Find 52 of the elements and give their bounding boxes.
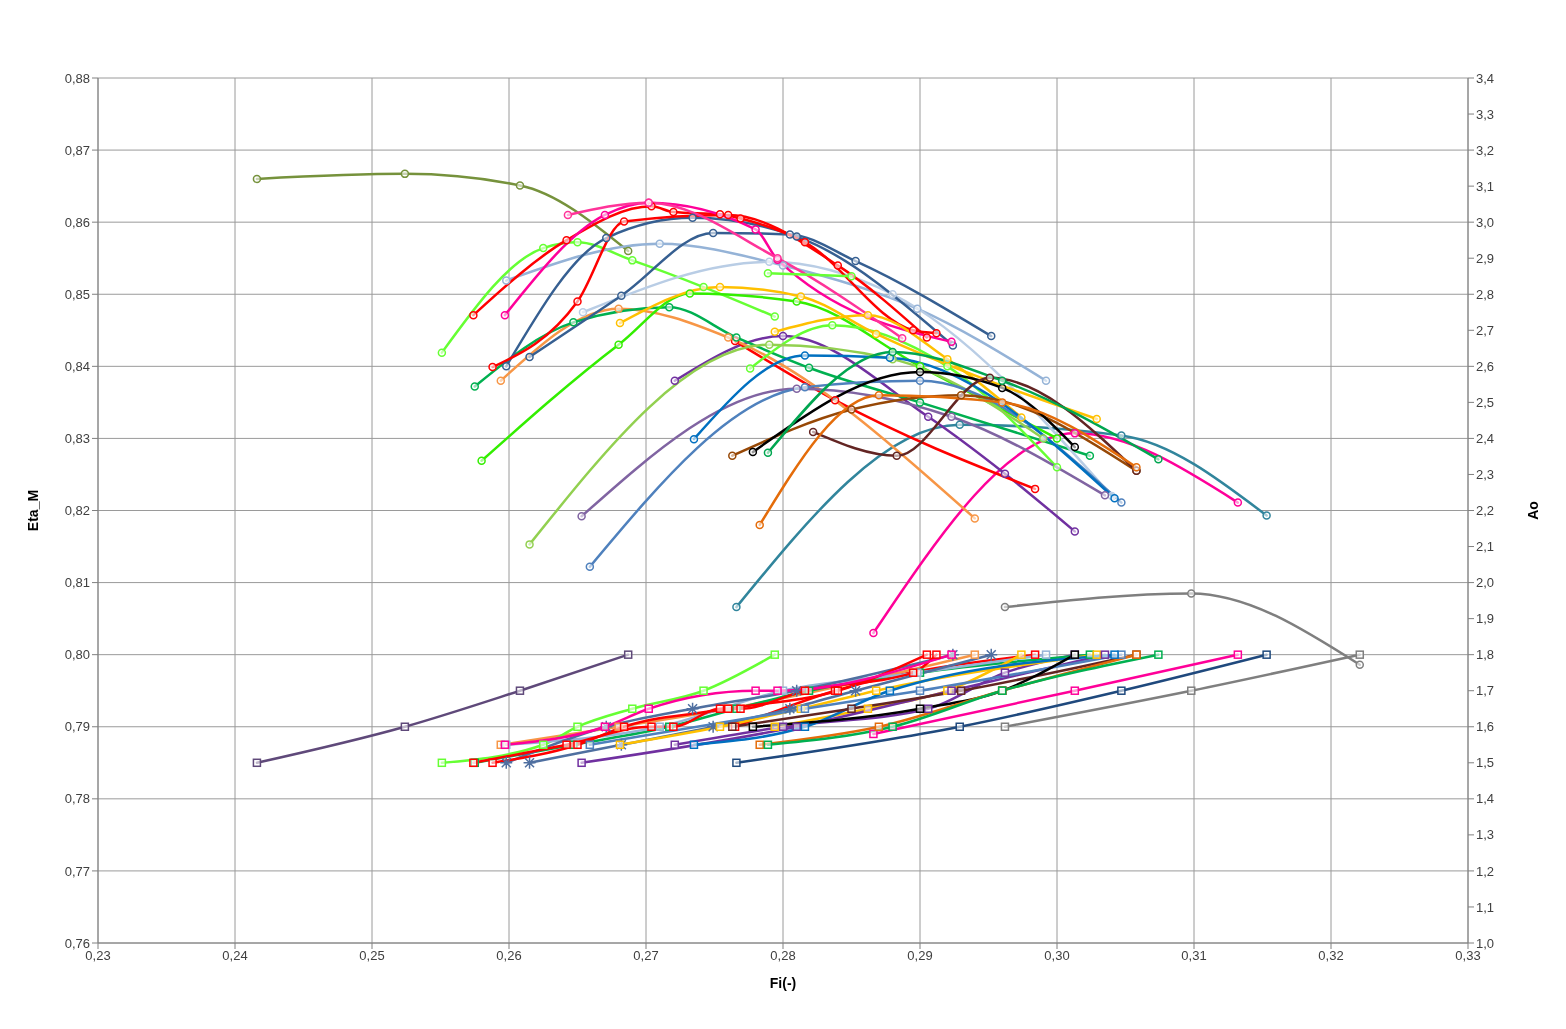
y2-tick-label: 1,2	[1476, 863, 1495, 879]
y2-tick-label: 2,6	[1476, 358, 1495, 374]
y-tick-label: 0,85	[64, 286, 90, 302]
y2-tick-label: 1,7	[1476, 683, 1495, 699]
y2-tick-label: 2,5	[1476, 394, 1495, 410]
y2-tick-label: 2,7	[1476, 322, 1495, 338]
x-tick-label: 0,30	[1044, 948, 1070, 964]
y2-tick-label: 2,8	[1476, 286, 1495, 302]
y2-tick-label: 3,2	[1476, 142, 1495, 158]
y2-tick-label: 3,0	[1476, 214, 1495, 230]
y2-tick-label: 3,3	[1476, 106, 1495, 122]
y-tick-label: 0,86	[64, 214, 90, 230]
y2-tick-label: 1,5	[1476, 755, 1495, 771]
y2-tick-label: 1,4	[1476, 791, 1495, 807]
x-tick-label: 0,27	[633, 948, 659, 964]
y2-tick-label: 1,8	[1476, 647, 1495, 663]
y2-tick-label: 1,6	[1476, 719, 1495, 735]
y-axis-title: Eta_M	[24, 489, 41, 532]
x-tick-label: 0,28	[770, 948, 796, 964]
x-axis-title: Fi(-)	[769, 975, 797, 991]
y-tick-label: 0,82	[64, 503, 90, 519]
y-tick-label: 0,83	[64, 431, 90, 447]
y2-tick-label: 2,1	[1476, 539, 1495, 555]
y2-tick-label: 2,3	[1476, 467, 1495, 483]
y-tick-label: 0,76	[64, 935, 90, 951]
x-tick-label: 0,29	[907, 948, 933, 964]
y-tick-label: 0,88	[64, 70, 90, 86]
y-tick-label: 0,87	[64, 142, 90, 158]
y-tick-label: 0,81	[64, 575, 90, 591]
y2-tick-label: 2,4	[1476, 431, 1495, 447]
y-tick-label: 0,78	[64, 791, 90, 807]
y-tick-label: 0,84	[64, 358, 90, 374]
y2-tick-label: 1,9	[1476, 611, 1495, 627]
x-tick-label: 0,25	[359, 948, 385, 964]
x-tick-label: 0,23	[85, 948, 111, 964]
y2-tick-label: 3,1	[1476, 178, 1495, 194]
y2-tick-label: 2,0	[1476, 575, 1495, 591]
y2-tick-label: 1,0	[1476, 935, 1495, 951]
x-tick-label: 0,24	[222, 948, 248, 964]
y2-tick-label: 1,1	[1476, 899, 1495, 915]
x-tick-label: 0,31	[1181, 948, 1207, 964]
y-tick-label: 0,80	[64, 647, 90, 663]
x-tick-label: 0,33	[1455, 948, 1481, 964]
y-tick-label: 0,77	[64, 863, 90, 879]
y2-tick-label: 2,9	[1476, 250, 1495, 266]
y2-tick-label: 1,3	[1476, 827, 1495, 843]
x-tick-label: 0,32	[1318, 948, 1344, 964]
y2-axis-title: Ao	[1524, 501, 1541, 520]
y2-tick-label: 3,4	[1476, 70, 1495, 86]
y2-tick-label: 2,2	[1476, 503, 1495, 519]
y-tick-label: 0,79	[64, 719, 90, 735]
x-tick-label: 0,26	[496, 948, 522, 964]
